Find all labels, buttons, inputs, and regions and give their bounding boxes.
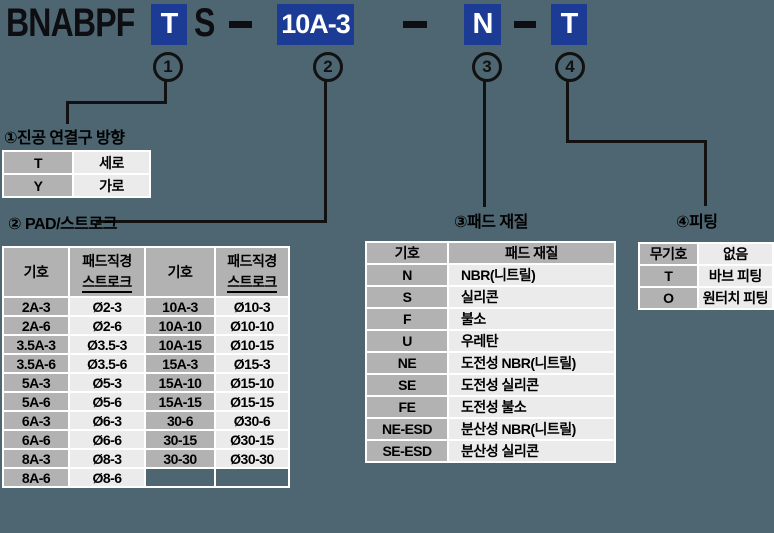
table-row: 3.5A-3 Ø3.5-3 10A-15 Ø10-15 — [2, 334, 290, 355]
table-row: 8A-6 Ø8-6 — [2, 467, 290, 488]
table-row: NE-ESD 분산성 NBR(니트릴) — [365, 417, 616, 441]
pad-stroke-table: 기호 패드직경 스트로크 기호 패드직경 스트로크 2A-3 Ø2-3 10A-… — [2, 246, 290, 488]
direction-code-box: T — [151, 4, 187, 45]
fitting-code-box: T — [551, 4, 587, 45]
connector-line-1 — [66, 101, 167, 104]
table-row: FE 도전성 불소 — [365, 395, 616, 419]
section1-title: ①진공 연결구 방향 — [4, 130, 125, 147]
table-row: 6A-6 Ø6-6 30-15 Ø30-15 — [2, 429, 290, 450]
separator-dash — [229, 21, 252, 28]
table-row: O 원터치 피팅 — [638, 286, 774, 310]
part-number-prefix: BNABPF — [6, 1, 135, 45]
section2-title: ② PAD/스트로크 — [8, 216, 117, 233]
table-row: N NBR(니트릴) — [365, 263, 616, 287]
connector-line-3 — [483, 81, 486, 207]
series-code: S — [194, 1, 215, 45]
table-row: 5A-6 Ø5-6 15A-15 Ø15-15 — [2, 391, 290, 412]
table-header-row: 기호 패드직경 스트로크 기호 패드직경 스트로크 — [2, 246, 290, 298]
callout-1-icon: 1 — [153, 52, 183, 82]
table-row: 2A-6 Ø2-6 10A-10 Ø10-10 — [2, 315, 290, 336]
pad-material-table: 기호 패드 재질 N NBR(니트릴) S 실리콘 F 불소 U 우레탄 NE … — [365, 241, 616, 463]
table-row: SE 도전성 실리콘 — [365, 373, 616, 397]
table-row: 3.5A-6 Ø3.5-6 15A-3 Ø15-3 — [2, 353, 290, 374]
table-row: 무기호 없음 — [638, 242, 774, 266]
header-material: 패드 재질 — [447, 241, 616, 265]
direction-table: T 세로 Y 가로 — [2, 150, 151, 198]
table-row: S 실리콘 — [365, 285, 616, 309]
table-row: SE-ESD 분산성 실리콘 — [365, 439, 616, 463]
table-row: 5A-3 Ø5-3 15A-10 Ø15-10 — [2, 372, 290, 393]
section3-title: ③패드 재질 — [454, 214, 528, 231]
separator-dash — [403, 21, 427, 28]
connector-line-1 — [66, 101, 69, 124]
connector-line-4 — [704, 140, 707, 206]
connector-line-4 — [566, 140, 707, 143]
table-row: T 세로 — [2, 150, 151, 175]
callout-4-icon: 4 — [555, 52, 585, 82]
table-header-row: 기호 패드 재질 — [365, 241, 616, 265]
table-row: U 우레탄 — [365, 329, 616, 353]
callout-3-icon: 3 — [472, 52, 502, 82]
connector-line-2 — [324, 81, 327, 223]
separator-dash — [514, 21, 536, 28]
connector-line-2 — [96, 220, 327, 223]
header-diameter-stroke: 패드직경 스트로크 — [68, 246, 146, 298]
header-symbol: 기호 — [365, 241, 449, 265]
connector-line-1 — [164, 81, 167, 103]
table-row: 2A-3 Ø2-3 10A-3 Ø10-3 — [2, 296, 290, 317]
material-code-box: N — [464, 4, 501, 45]
table-row: NE 도전성 NBR(니트릴) — [365, 351, 616, 375]
table-row: Y 가로 — [2, 173, 151, 198]
header-symbol: 기호 — [144, 246, 216, 298]
pad-stroke-code-box: 10A-3 — [277, 4, 354, 45]
fitting-table: 무기호 없음 T 바브 피팅 O 원터치 피팅 — [638, 242, 774, 310]
callout-2-icon: 2 — [313, 52, 343, 82]
table-row: F 불소 — [365, 307, 616, 331]
header-symbol: 기호 — [2, 246, 70, 298]
table-row: T 바브 피팅 — [638, 264, 774, 288]
connector-line-4 — [566, 81, 569, 143]
section4-title: ④피팅 — [676, 214, 718, 231]
table-row: 6A-3 Ø6-3 30-6 Ø30-6 — [2, 410, 290, 431]
header-diameter-stroke: 패드직경 스트로크 — [214, 246, 290, 298]
table-row: 8A-3 Ø8-3 30-30 Ø30-30 — [2, 448, 290, 469]
